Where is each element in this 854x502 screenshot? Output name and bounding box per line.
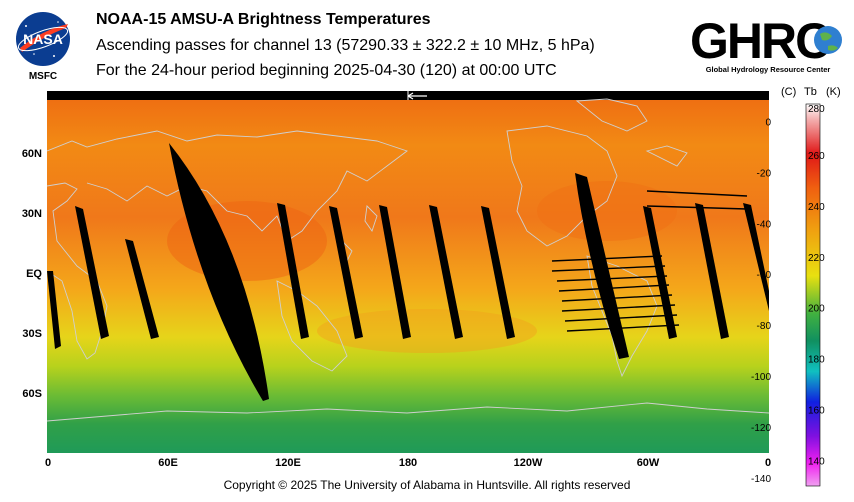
lat-label-60n: 60N [21, 148, 42, 160]
ghrc-subtitle: Global Hydrology Resource Center [706, 65, 831, 74]
lon-label-0-east: 0 [764, 457, 772, 469]
copyright-notice: Copyright © 2025 The University of Alaba… [223, 478, 631, 492]
colorbar-kelvin-tick: 240 [808, 202, 825, 213]
colorbar-celsius-tick: -60 [757, 270, 772, 281]
colorbar-kelvin-tick: 140 [808, 457, 825, 468]
colorbar-kelvin-tick: 260 [808, 151, 825, 162]
colorbar-kelvin-tick: 200 [808, 304, 825, 315]
colorbar-celsius-tick: -20 [757, 168, 772, 179]
period-subtitle: For the 24-hour period beginning 2025-04… [96, 62, 557, 79]
colorbar-celsius-header: (C) [781, 86, 797, 98]
scan-line-gaps [551, 190, 748, 332]
colorbar-kelvin-tick: 280 [808, 104, 825, 115]
msfc-label: MSFC [29, 71, 57, 82]
lat-label-eq: EQ [26, 268, 42, 280]
colorbar-celsius-tick: -120 [751, 423, 771, 434]
date-line-arrow-icon [407, 91, 427, 100]
colorbar-tb-header: Tb [804, 86, 817, 98]
colorbar-celsius-tick: -140 [751, 474, 771, 485]
lon-label-60e: 60E [158, 457, 178, 469]
colorbar-celsius-tick: -40 [757, 219, 772, 230]
lon-label-120e: 120E [275, 457, 301, 469]
ghrc-logo-text: GHRC [690, 13, 830, 69]
colorbar-kelvin-tick: 180 [808, 355, 825, 366]
lon-label-60w: 60W [636, 457, 660, 469]
colorbar-celsius-tick: 0 [765, 117, 771, 128]
lat-label-30n: 30N [21, 208, 42, 220]
nasa-logo-text: NASA [23, 31, 63, 47]
temperature-colorbar: 280 260 240 220 200 180 160 140 0 -20 -40 -60 -80 -10… [751, 103, 825, 487]
colorbar-celsius-tick: -80 [757, 321, 772, 332]
no-data-swaths [47, 143, 769, 401]
colorbar-kelvin-header: (K) [826, 86, 841, 98]
colorbar-celsius-tick: -100 [751, 372, 771, 383]
page-title: NOAA-15 AMSU-A Brightness Temperatures [96, 11, 431, 28]
colorbar-gradient [805, 103, 821, 487]
ghrc-logo: GHRC Global Hydrology Resource Center [690, 13, 842, 74]
colorbar-ticks: 280 260 240 220 200 180 160 140 0 -20 -40 -60 -80 -10… [751, 104, 825, 485]
lon-label-0: 0 [44, 457, 52, 469]
nasa-logo: NASA MSFC [16, 12, 70, 82]
lon-label-120w: 120W [513, 457, 543, 469]
lon-label-180: 180 [398, 457, 418, 469]
colorbar-kelvin-tick: 220 [808, 253, 825, 264]
lat-label-60s: 60S [22, 388, 42, 400]
lat-label-30s: 30S [22, 328, 42, 340]
brightness-temperature-map [47, 91, 769, 453]
channel-subtitle: Ascending passes for channel 13 (57290.3… [96, 37, 595, 54]
colorbar-kelvin-tick: 160 [808, 406, 825, 417]
